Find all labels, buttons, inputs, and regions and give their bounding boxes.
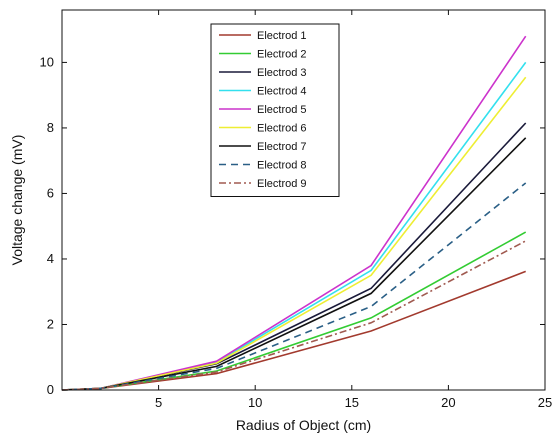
axes	[61, 9, 546, 391]
x-tick-label: 20	[441, 395, 455, 410]
legend: Electrod 1 Electrod 2 Electrod 3 Electrod 4…	[210, 23, 340, 197]
x-tick-label: 10	[248, 395, 262, 410]
y-tick-label: 2	[47, 316, 54, 331]
legend-label-4: Electrod 4	[257, 86, 307, 98]
y-tick-label: 4	[47, 251, 54, 266]
y-tick-label: 0	[47, 382, 54, 397]
legend-label-8: Electrod 8	[257, 160, 307, 172]
legend-label-6: Electrod 6	[257, 123, 307, 135]
legend-label-1: Electrod 1	[257, 30, 307, 42]
y-tick-label: 6	[47, 185, 54, 200]
y-tick-label: 10	[40, 54, 54, 69]
legend-label-7: Electrod 7	[257, 141, 307, 153]
x-axis-label: Radius of Object (cm)	[236, 417, 371, 433]
x-tick-label: 15	[345, 395, 359, 410]
legend-label-2: Electrod 2	[257, 49, 307, 61]
legend-label-5: Electrod 5	[257, 104, 307, 116]
x-tick-label: 25	[538, 395, 552, 410]
legend-label-9: Electrod 9	[257, 178, 307, 190]
y-axis-ticks: 0 2 4 6 8 10	[40, 54, 545, 397]
series-lines	[61, 35, 527, 391]
legend-label-3: Electrod 3	[257, 67, 307, 79]
plot-frame	[61, 9, 546, 391]
series-line-9	[61, 240, 527, 391]
y-axis-label: Voltage change (mV)	[9, 135, 25, 266]
x-tick-label: 5	[155, 395, 162, 410]
y-tick-label: 8	[47, 120, 54, 135]
x-axis-ticks: 5 10 15 20 25	[155, 10, 552, 410]
